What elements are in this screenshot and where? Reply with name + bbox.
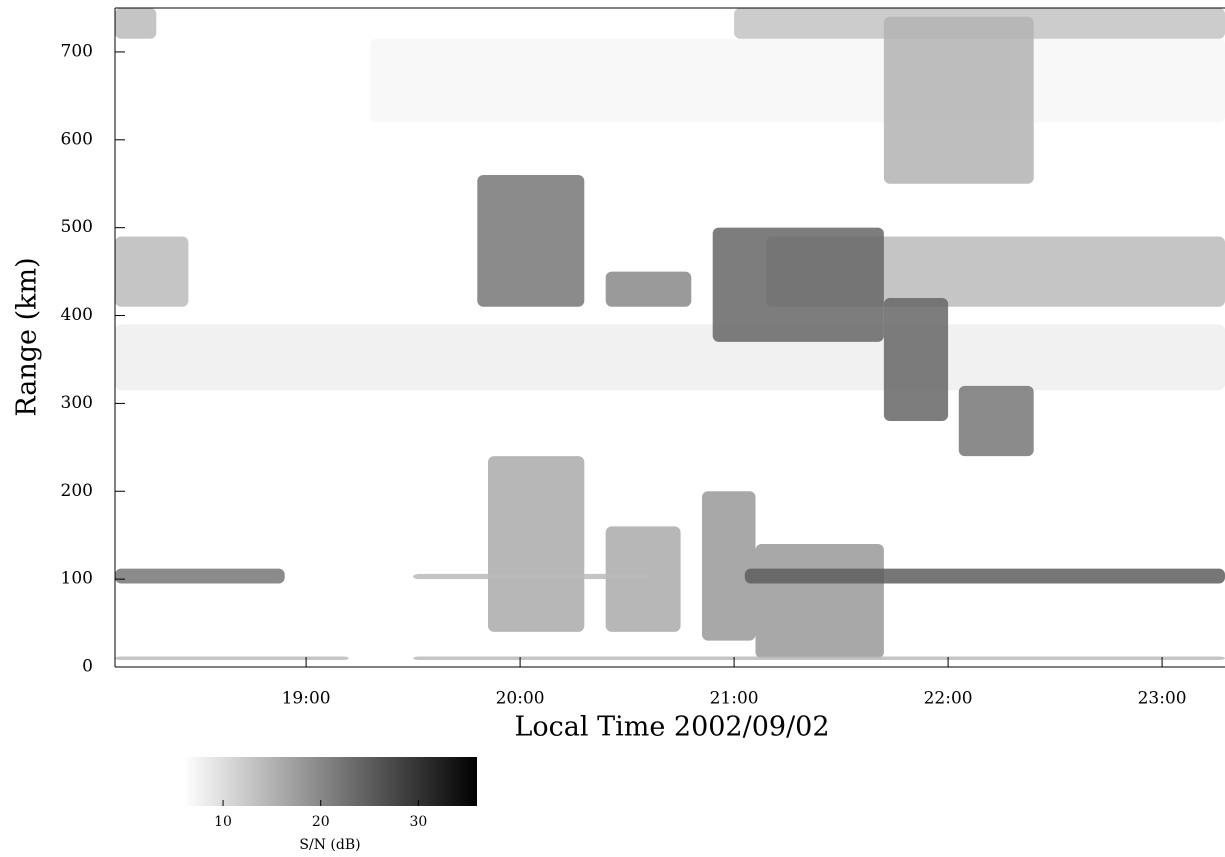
- y-tick-label: 100: [61, 569, 93, 589]
- echo: [115, 656, 349, 660]
- echo: [712, 227, 884, 342]
- y-tick-label: 0: [82, 657, 93, 677]
- y-tick-label: 200: [61, 481, 93, 501]
- x-tick-label: 19:00: [282, 689, 331, 709]
- echo: [413, 573, 649, 580]
- y-tick-label: 300: [61, 393, 93, 413]
- echo: [413, 656, 1225, 660]
- echo: [883, 297, 949, 421]
- echo: [115, 568, 285, 584]
- colorbar-label: S/N (dB): [299, 837, 360, 853]
- echo: [605, 271, 692, 307]
- y-tick-label: 400: [61, 305, 93, 325]
- y-axis-label: Range (km): [12, 257, 43, 416]
- colorbar-tick-label: 30: [409, 814, 427, 830]
- x-axis-label: Local Time 2002/09/02: [514, 712, 829, 743]
- colorbar-tick-label: 20: [312, 814, 330, 830]
- y-tick-label: 700: [61, 41, 93, 61]
- echo: [958, 385, 1034, 457]
- echo: [744, 568, 1225, 584]
- echo: [883, 16, 1034, 184]
- echo: [487, 456, 585, 632]
- echo: [605, 526, 681, 632]
- x-tick-label: 21:00: [710, 689, 759, 709]
- x-tick-label: 20:00: [496, 689, 545, 709]
- echo: [477, 174, 585, 307]
- echo: [370, 38, 1225, 123]
- colorbar-tick-label: 10: [214, 814, 232, 830]
- y-tick-label: 600: [61, 129, 93, 149]
- echo: [755, 543, 884, 659]
- x-tick-label: 23:00: [1138, 689, 1187, 709]
- echo-layer: [115, 8, 1225, 660]
- echo: [115, 236, 189, 307]
- echo: [115, 8, 157, 39]
- echo: [115, 324, 1225, 391]
- echo: [701, 491, 756, 641]
- colorbar: [184, 757, 477, 806]
- y-tick-label: 500: [61, 217, 93, 237]
- x-tick-label: 22:00: [924, 689, 973, 709]
